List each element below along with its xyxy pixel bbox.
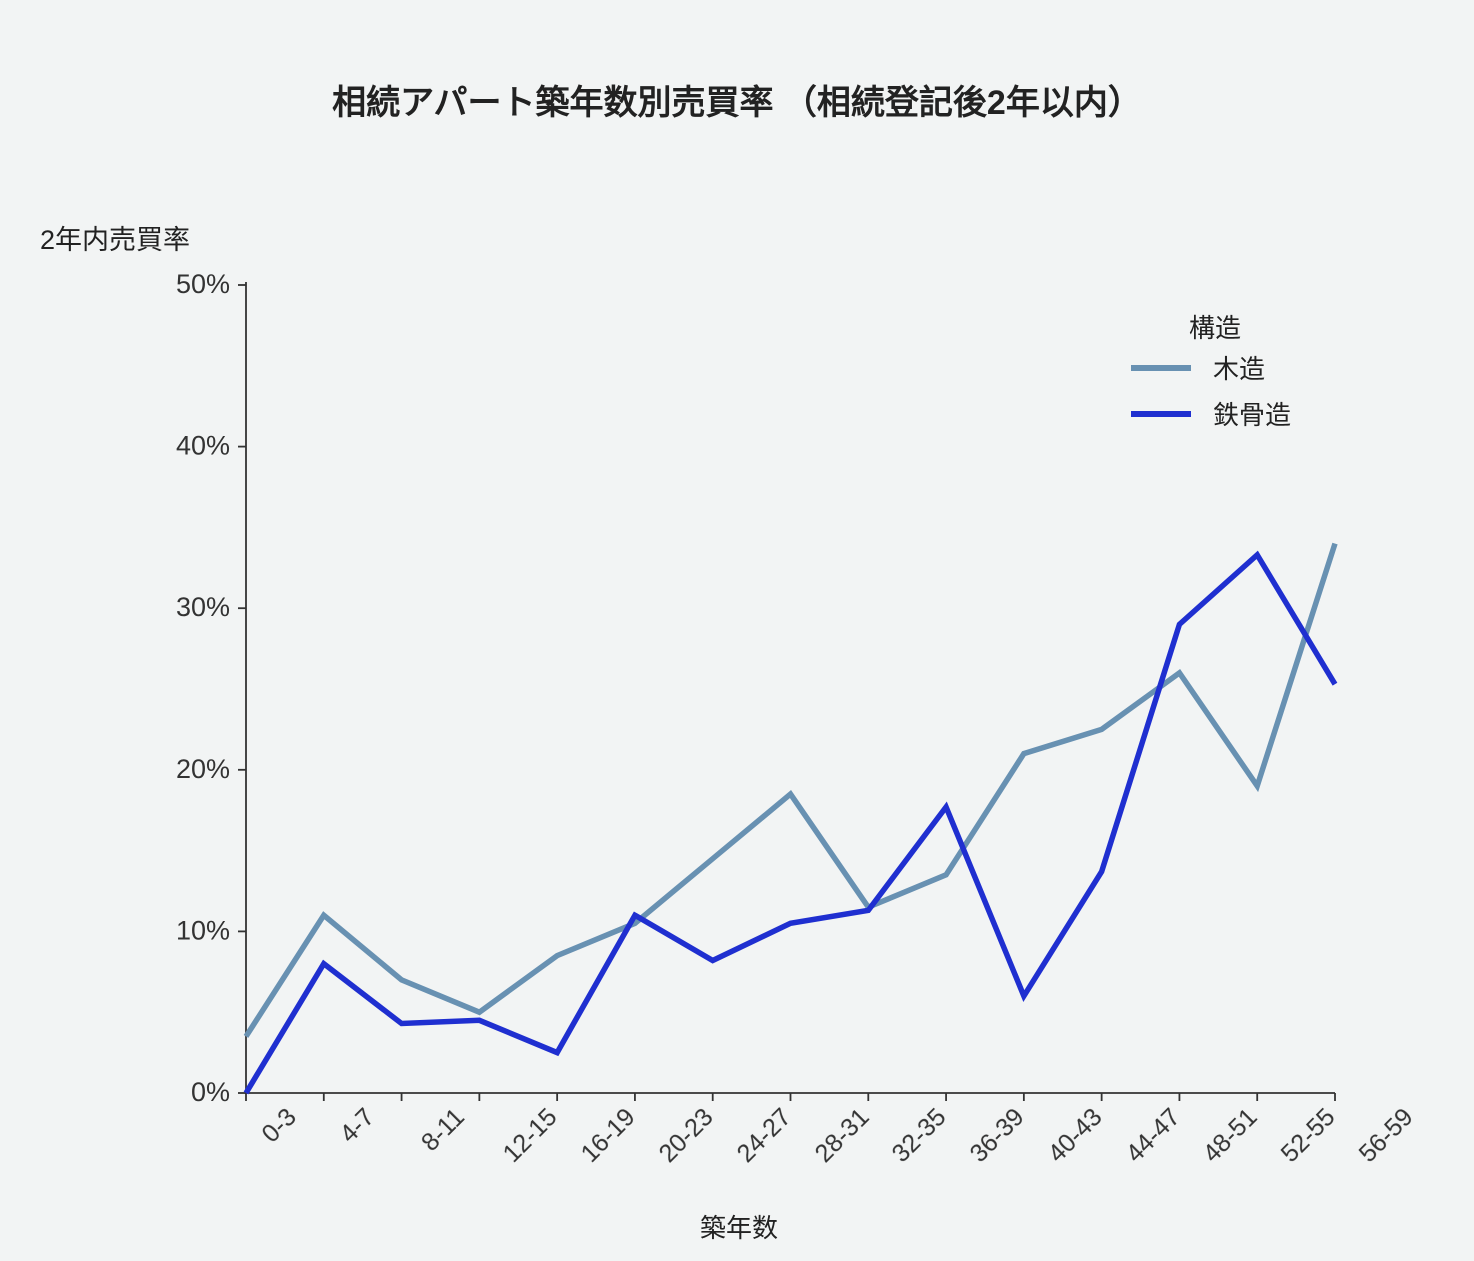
svg-text:50%: 50% (176, 269, 230, 299)
svg-text:40%: 40% (176, 431, 230, 461)
svg-text:30%: 30% (176, 592, 230, 622)
svg-text:20%: 20% (176, 754, 230, 784)
svg-text:10%: 10% (176, 915, 230, 945)
svg-text:0%: 0% (191, 1077, 230, 1107)
